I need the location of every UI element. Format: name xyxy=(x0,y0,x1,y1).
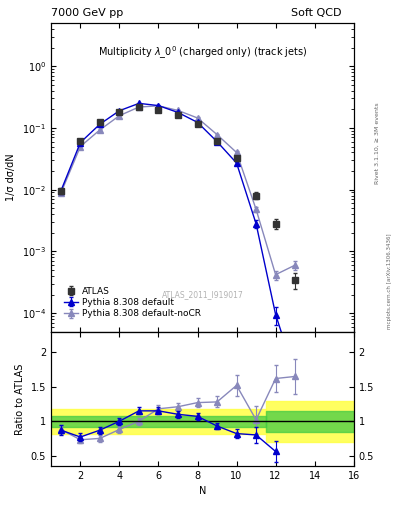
Y-axis label: Ratio to ATLAS: Ratio to ATLAS xyxy=(15,363,25,435)
Text: Rivet 3.1.10, ≥ 3M events: Rivet 3.1.10, ≥ 3M events xyxy=(375,102,380,184)
Text: 7000 GeV pp: 7000 GeV pp xyxy=(51,8,123,18)
Text: Soft QCD: Soft QCD xyxy=(292,8,342,18)
Y-axis label: 1/σ dσ/dN: 1/σ dσ/dN xyxy=(6,154,17,201)
Text: mcplots.cern.ch [arXiv:1306.3436]: mcplots.cern.ch [arXiv:1306.3436] xyxy=(387,234,391,329)
X-axis label: N: N xyxy=(199,486,206,496)
Legend: ATLAS, Pythia 8.308 default, Pythia 8.308 default-noCR: ATLAS, Pythia 8.308 default, Pythia 8.30… xyxy=(62,284,203,321)
Text: ATLAS_2011_I919017: ATLAS_2011_I919017 xyxy=(162,290,243,299)
Text: Multiplicity $\lambda$_0$^0$ (charged only) (track jets): Multiplicity $\lambda$_0$^0$ (charged on… xyxy=(97,45,307,61)
